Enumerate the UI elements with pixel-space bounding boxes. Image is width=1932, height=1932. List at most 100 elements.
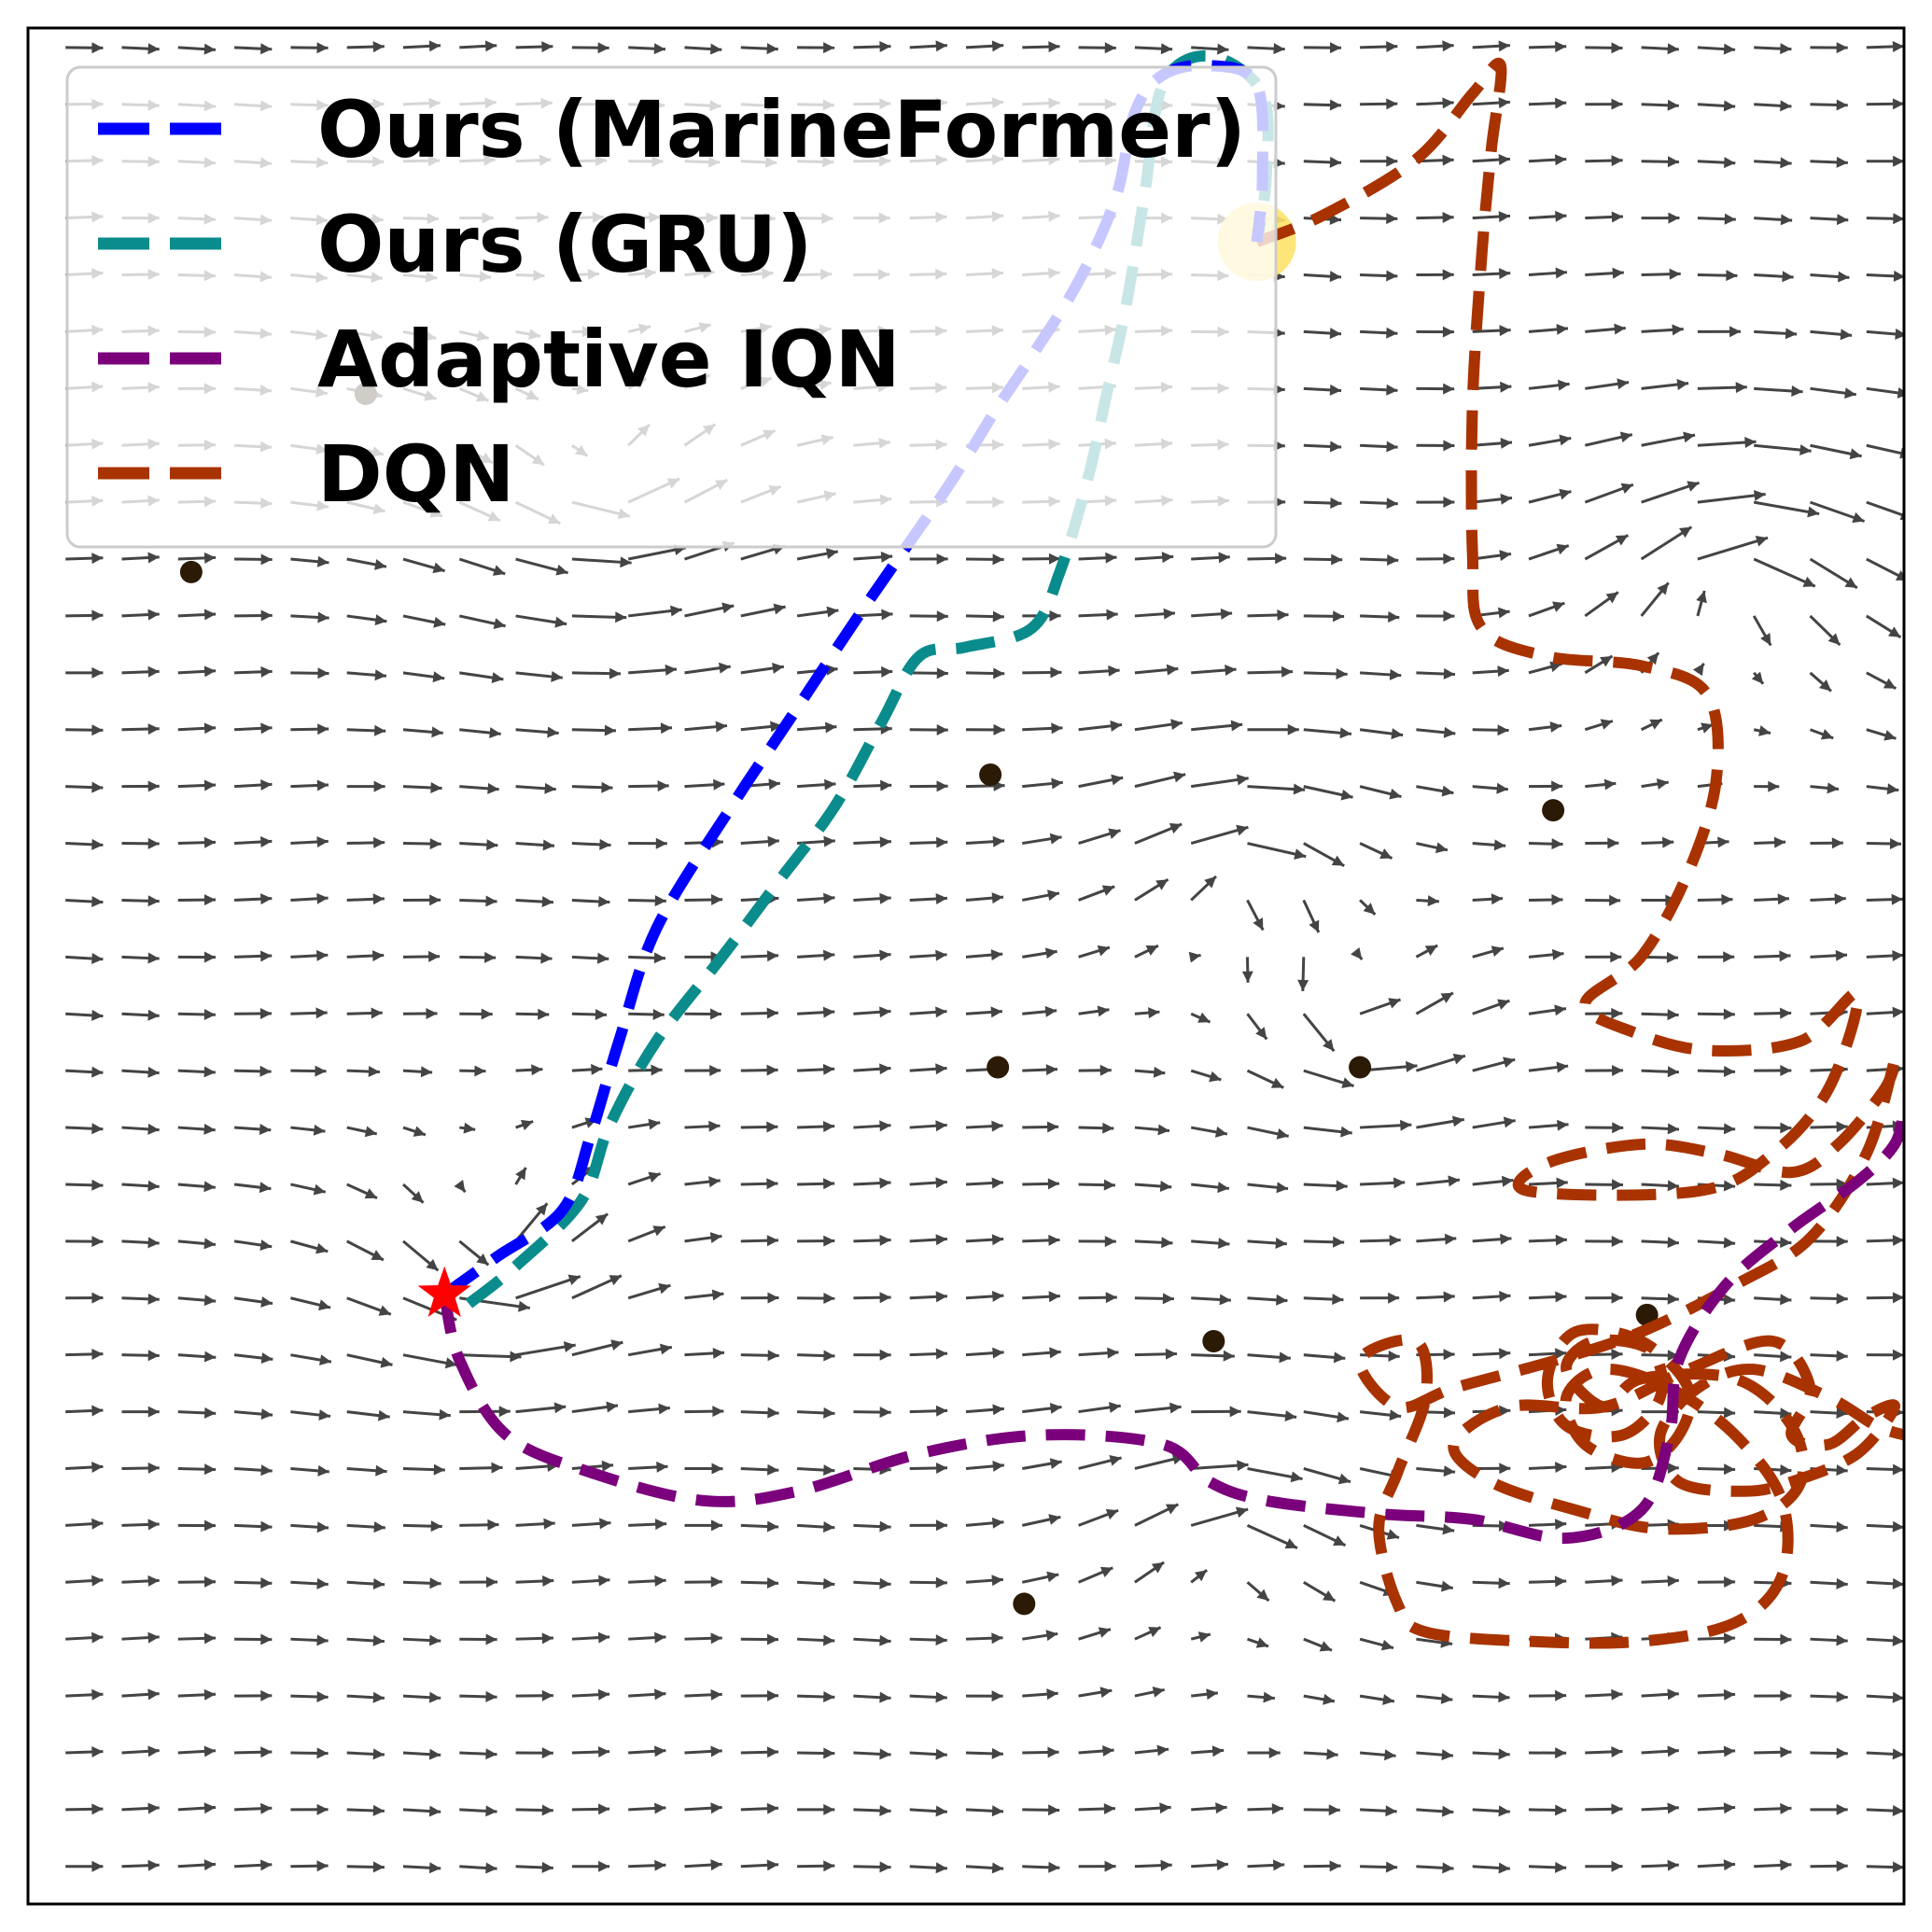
flow-arrow (177, 1745, 217, 1757)
flow-arrow (1134, 1626, 1162, 1641)
flow-arrow (1641, 212, 1680, 224)
flow-arrow (121, 1237, 160, 1249)
flow-arrow (797, 1521, 835, 1533)
flow-arrow (965, 1805, 1004, 1817)
flow-arrow (121, 723, 160, 735)
flow-arrow (1415, 944, 1438, 959)
flow-arrow (1303, 842, 1345, 867)
flow-arrow (797, 42, 835, 54)
flow-arrow (1303, 667, 1348, 679)
flow-arrow (177, 1008, 216, 1020)
flow-arrow (1190, 1506, 1249, 1527)
flow-arrow (965, 1460, 1004, 1472)
flow-arrow (1303, 1410, 1350, 1423)
flow-arrow (853, 1634, 891, 1646)
flow-arrow (1754, 780, 1780, 792)
start-layer (417, 1266, 471, 1318)
flow-arrow (797, 1006, 835, 1018)
flow-arrow (515, 1341, 576, 1357)
flow-arrow (1754, 893, 1789, 905)
flow-arrow (1697, 157, 1736, 169)
flow-arrow (177, 43, 217, 55)
flow-arrow (65, 1518, 104, 1530)
flow-arrow (177, 1407, 217, 1419)
flow-arrow (628, 1688, 666, 1701)
flow-arrow (1416, 1465, 1456, 1477)
flow-arrow (1191, 1238, 1230, 1250)
flow-arrow (1360, 384, 1398, 396)
flow-arrow (909, 1405, 948, 1417)
flow-arrow (1472, 782, 1508, 794)
flow-arrow (515, 1518, 555, 1530)
flow-arrow (1303, 1236, 1345, 1248)
flow-arrow (1866, 270, 1904, 282)
flow-arrow (290, 1239, 329, 1254)
flow-arrow (740, 950, 779, 962)
flow-arrow (1247, 783, 1306, 795)
flow-arrow (684, 893, 723, 905)
flow-arrow (1191, 1294, 1231, 1306)
flow-arrow (571, 1631, 610, 1644)
flow-arrow (1360, 668, 1402, 680)
flow-arrow (515, 839, 555, 851)
flow-arrow (853, 1349, 891, 1361)
flow-arrow (1022, 1402, 1062, 1414)
flow-arrow (1585, 1803, 1623, 1815)
flow-arrow (627, 1282, 671, 1300)
flow-arrow (1528, 210, 1567, 222)
flow-arrow (290, 1353, 332, 1366)
flow-arrow (1303, 1351, 1346, 1364)
flow-arrow (515, 952, 553, 964)
flow-arrow (234, 1746, 273, 1758)
flow-arrow (740, 1802, 779, 1814)
flow-arrow (1528, 97, 1567, 109)
flow-arrow (1360, 155, 1398, 167)
flow-arrow (965, 1290, 1004, 1302)
flow-arrow (1810, 1121, 1848, 1133)
flow-arrow (1078, 42, 1116, 54)
flow-arrow (1641, 1745, 1679, 1757)
plot-frame (26, 26, 1906, 1906)
flow-arrow (571, 724, 616, 736)
flow-arrow (515, 1402, 567, 1414)
flow-arrow (1697, 43, 1736, 55)
flow-arrow (1754, 1407, 1792, 1420)
flow-arrow (965, 40, 1004, 52)
flow-arrow (909, 1862, 947, 1874)
flow-arrow (1754, 1294, 1792, 1306)
flow-arrow (1810, 271, 1850, 283)
flow-arrow (1472, 211, 1511, 223)
flow-arrow (1303, 1524, 1347, 1547)
flow-arrow (1022, 1121, 1059, 1133)
flow-arrow (1247, 1467, 1303, 1483)
flow-arrow (1472, 1291, 1511, 1302)
flow-arrow (1528, 948, 1564, 960)
flow-arrow (346, 1861, 385, 1873)
flow-arrow (684, 1347, 725, 1359)
flow-arrow (1360, 497, 1398, 510)
flow-arrow (1528, 1004, 1567, 1016)
flow-arrow (1022, 1861, 1060, 1873)
flow-arrow (571, 1518, 611, 1530)
flow-arrow (1810, 386, 1856, 399)
flow-arrow (1416, 726, 1456, 738)
flow-arrow (797, 892, 835, 904)
flow-arrow (177, 1181, 216, 1193)
flow-arrow (1866, 614, 1902, 639)
flow-arrow (177, 1859, 217, 1871)
flow-arrow (1303, 497, 1342, 509)
flow-arrow (909, 553, 948, 565)
flow-arrow (1585, 1236, 1623, 1248)
flow-arrow (1022, 777, 1063, 790)
flow-arrow (290, 1409, 331, 1421)
flow-arrow (290, 1634, 329, 1646)
flow-arrow (1640, 525, 1693, 561)
flow-arrow (1641, 836, 1674, 848)
flow-arrow (797, 1634, 835, 1646)
flow-arrow (121, 1462, 160, 1474)
flow-arrow (853, 40, 891, 52)
flow-arrow (1022, 1458, 1062, 1470)
flow-arrow (1641, 431, 1696, 447)
flow-arrow (1191, 1350, 1235, 1362)
flow-arrow (1416, 1749, 1454, 1761)
